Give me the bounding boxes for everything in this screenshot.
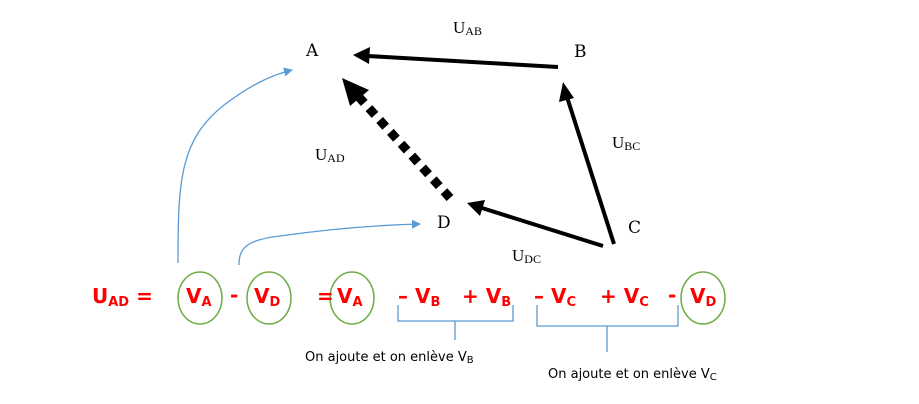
curve-vd-to-d [238, 219, 421, 266]
note-vc: On ajoute et on enlève VC [548, 367, 717, 383]
bracket-vb [397, 305, 514, 340]
vector-uab-label: UAB [453, 18, 482, 38]
vector-ubc-label: UBC [612, 133, 641, 153]
equation-minus: - [230, 283, 239, 307]
equation-vd2: VD [690, 284, 717, 310]
equation-minus-vc: – VC [534, 284, 576, 310]
arrow-cd [467, 200, 604, 248]
equation-minus-2: - [668, 283, 677, 307]
point-c-label: C [628, 218, 642, 238]
point-b-label: B [574, 42, 587, 62]
arrow-cb [559, 82, 616, 245]
point-d-label: D [437, 213, 451, 233]
equation-minus-vb: – VB [398, 284, 441, 310]
equation-lhs: UAD = [92, 284, 153, 310]
arrow-da-dashed [342, 78, 454, 202]
equation-equals: = [317, 284, 334, 308]
equation-plus-vc: + VC [600, 284, 649, 310]
vector-uad-label: UAD [315, 145, 345, 165]
vector-udc-label: UDC [512, 246, 541, 266]
equation-plus-vb: + VB [462, 284, 512, 310]
equation-va: VA [186, 284, 212, 310]
circle-va [177, 271, 223, 325]
equation-va2: VA [337, 284, 363, 310]
bracket-vc [536, 305, 679, 352]
note-vb: On ajoute et on enlève VB [305, 350, 474, 366]
equation-vd: VD [254, 284, 281, 310]
point-a-label: A [306, 41, 319, 61]
circle-vd2 [680, 271, 726, 325]
circle-vd [246, 271, 292, 325]
arrow-ab [353, 47, 559, 69]
circle-va2 [329, 271, 375, 325]
curve-va-to-a [177, 67, 293, 264]
